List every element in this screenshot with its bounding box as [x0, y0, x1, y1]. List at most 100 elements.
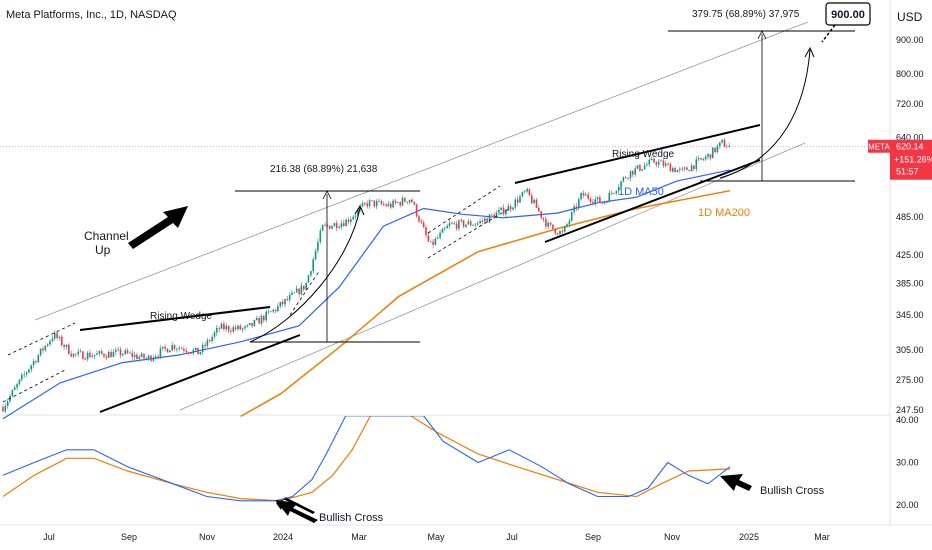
candle-body: [382, 204, 385, 205]
candle-body: [312, 259, 314, 272]
candle-body: [343, 223, 345, 227]
candle-body: [89, 352, 91, 358]
candle-body: [340, 223, 343, 227]
time-tick-label: May: [427, 532, 445, 542]
candle-body: [615, 191, 618, 193]
candle-body: [152, 358, 155, 361]
dash-channel-line: [427, 185, 501, 234]
chart-title: Meta Platforms, Inc., 1D, NASDAQ: [6, 9, 177, 21]
candle-body: [305, 282, 307, 290]
candle-body: [455, 223, 458, 229]
candle-body: [284, 299, 286, 305]
candle-body: [507, 206, 510, 211]
candle-body: [404, 198, 406, 202]
candle-body: [68, 344, 70, 354]
candle-body: [350, 219, 352, 222]
candle-body: [279, 301, 282, 307]
candle-body: [213, 332, 216, 337]
candle-body: [516, 199, 519, 203]
candle-body: [422, 222, 425, 228]
candle-body: [679, 168, 681, 170]
candle-body: [472, 225, 474, 226]
candle-body: [495, 212, 498, 219]
candle-body: [107, 352, 110, 358]
candle-body: [657, 161, 660, 165]
candle-body: [500, 207, 502, 210]
candle-body: [392, 200, 394, 208]
candle-body: [683, 167, 686, 169]
candle-body: [32, 361, 35, 366]
ma200-line: [240, 189, 731, 418]
candle-body: [641, 169, 643, 171]
candle-body: [493, 214, 495, 219]
candle-body: [711, 147, 714, 159]
price-tick-label: 275.00: [896, 375, 924, 385]
candle-body: [248, 323, 251, 325]
candle-body: [441, 229, 444, 233]
projection2-curve: [719, 49, 811, 179]
candle-body: [533, 199, 535, 204]
candle-body: [481, 221, 484, 222]
wedge1-label: Rising Wedge: [150, 311, 213, 322]
candle-body: [176, 348, 178, 350]
candle-body: [220, 323, 223, 329]
wedge2-lower-line: [544, 159, 761, 243]
candle-body: [674, 168, 676, 173]
candle-body: [617, 187, 620, 192]
candle-body: [690, 165, 693, 172]
osc-tick-label: 20.00: [896, 500, 919, 510]
wedge1-lower-line: [99, 334, 301, 413]
candle-body: [192, 350, 195, 354]
candle-body: [324, 224, 326, 226]
candle-body: [86, 352, 89, 360]
candle-body: [265, 311, 267, 321]
candle-body: [263, 316, 265, 321]
symbol-badge: [868, 139, 890, 153]
time-tick-label: Sep: [585, 532, 601, 542]
projection1-curve: [249, 207, 361, 343]
ma50-line: [2, 169, 731, 420]
candle-body: [190, 353, 192, 354]
target-callout-pointer: [821, 24, 836, 43]
candle-body: [291, 292, 293, 295]
candle-body: [319, 230, 322, 242]
candle-body: [298, 288, 300, 295]
candle-body: [592, 201, 594, 203]
candle-body: [256, 318, 258, 320]
candle-body: [636, 165, 639, 169]
candle-body: [653, 158, 655, 163]
wedge2-label: Rising Wedge: [612, 149, 675, 160]
candle-body: [458, 220, 460, 229]
candle-body: [375, 201, 378, 207]
candle-body: [216, 327, 218, 333]
candle-body: [126, 350, 129, 354]
candle-body: [723, 140, 726, 147]
candle-body: [345, 219, 347, 227]
candle-body: [58, 336, 61, 338]
measure2-arrowhead: [757, 30, 767, 40]
candle-body: [267, 311, 270, 313]
candle-body: [408, 199, 411, 203]
candle-body: [479, 221, 481, 224]
candle-body: [30, 365, 32, 370]
candle-body: [260, 316, 263, 324]
candle-body: [366, 203, 369, 207]
candle-body: [568, 220, 571, 225]
candle-body: [6, 401, 9, 406]
candle-body: [65, 344, 68, 347]
candle-body: [634, 168, 636, 175]
candle-body: [244, 326, 246, 329]
candle-body: [669, 164, 672, 172]
candle-body: [444, 228, 446, 229]
projection2-arrowhead: [804, 46, 815, 58]
bullish1-label: Bullish Cross: [319, 512, 384, 524]
candle-body: [77, 351, 79, 355]
candle-body: [523, 191, 526, 193]
candle-body: [547, 222, 549, 227]
candle-body: [601, 202, 604, 204]
ma50-label: 1D MA50: [618, 186, 664, 198]
candle-body: [314, 250, 317, 260]
candle-body: [721, 140, 723, 143]
candle-body: [310, 271, 312, 276]
